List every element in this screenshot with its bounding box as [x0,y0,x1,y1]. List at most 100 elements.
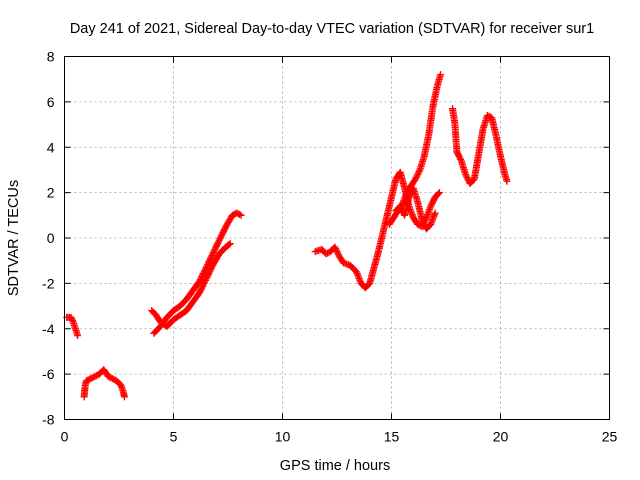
data-point [427,202,435,210]
data-point [427,201,435,209]
data-point [74,332,82,340]
data-point [434,190,442,198]
data-point [207,254,215,262]
data-point [397,204,405,212]
data-point [198,273,206,281]
data-point [211,245,219,253]
data-point [199,282,207,290]
data-point [209,248,217,256]
data-point [209,250,217,258]
data-point [406,192,414,200]
data-point [202,275,210,283]
data-point [205,257,213,265]
data-point [454,151,462,159]
data-point [218,230,226,238]
data-point [68,315,76,323]
data-point [414,170,422,178]
y-tick-label: 6 [47,94,55,110]
data-point [331,243,339,251]
x-tick-label: 20 [493,429,509,445]
data-point [199,281,207,289]
x-tick-label: 10 [275,429,291,445]
x-tick-label: 5 [170,429,178,445]
data-point [457,155,465,163]
data-point [199,270,207,278]
data-point [334,249,342,257]
grid-lines [64,56,610,420]
data-point [219,229,227,237]
y-tick-label: 0 [47,230,55,246]
y-axis-label: SDTVAR / TECUs [6,180,22,296]
x-tick-label: 0 [61,429,69,445]
y-tick-label: 8 [47,49,55,65]
data-point [220,226,228,234]
data-point [462,170,470,178]
y-tick-labels: -8 -6 -4 -2 0 2 4 6 8 [42,49,55,428]
data-point [120,393,128,401]
data-point [435,189,443,197]
x-tick-label: 15 [384,429,400,445]
data-point [412,174,420,181]
data-point [206,267,214,275]
data-point [207,264,215,272]
x-axis-label: GPS time / hours [280,458,390,474]
data-point [220,227,228,235]
data-point [204,260,212,268]
data-point [430,196,438,204]
data-point [453,148,461,156]
data-point [213,241,221,249]
data-point [428,199,436,207]
data-point [406,190,414,198]
data-point [201,278,209,286]
data-point [68,316,76,324]
data-point [217,232,225,240]
data-point [204,270,212,278]
data-point [413,172,421,180]
data-point [226,240,234,248]
data-point [204,272,212,280]
data-point [414,169,422,177]
data-point [419,219,427,227]
data-point [237,211,245,219]
data-point [215,238,223,246]
data-point [197,285,205,293]
data-point [405,193,413,201]
data-point [415,167,423,175]
data-point [210,247,218,255]
y-tick-label: -8 [42,412,55,428]
data-points [63,71,511,401]
data-point [208,251,216,259]
data-point [196,287,204,295]
data-point [429,198,437,206]
data-point [199,271,207,279]
y-tick-label: -2 [42,275,55,291]
data-point [205,269,213,277]
data-point [236,211,244,219]
data-point [200,268,208,276]
data-point [196,288,204,296]
data-point [420,220,428,228]
chart-title: Day 241 of 2021, Sidereal Day-to-day VTE… [70,21,594,37]
data-point [462,172,470,180]
data-point [454,149,462,157]
data-point [207,253,215,261]
y-tick-label: -4 [42,321,55,337]
x-tick-labels: 0 5 10 15 20 25 [61,429,618,445]
data-point [203,262,211,270]
data-point [212,244,220,252]
plot-frame [64,56,610,420]
data-point [463,174,471,181]
y-tick-label: 2 [47,185,55,201]
data-point [464,175,472,183]
data-point [396,202,404,210]
data-point [225,241,233,249]
data-point [217,233,225,241]
data-point [456,154,464,162]
data-point [201,276,209,284]
data-point [196,276,204,284]
data-point [67,313,75,321]
y-tick-label: -6 [42,366,55,382]
data-point [206,256,214,264]
data-point [203,273,211,281]
